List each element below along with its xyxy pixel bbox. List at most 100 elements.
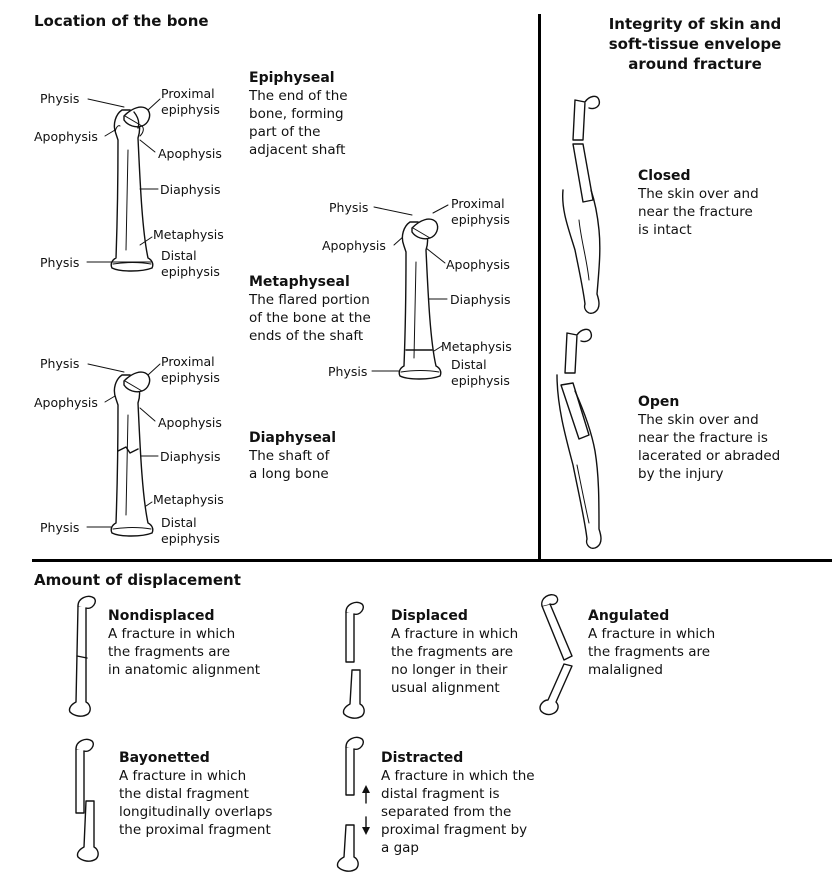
bone3-distal-epiphysis-label: epiphysis (161, 531, 220, 546)
bone1-distal-epiphysis-label: epiphysis (161, 264, 220, 279)
distracted-title: Distracted (381, 750, 464, 766)
nondisplaced-line: the fragments are (108, 644, 231, 660)
displaced-title: Displaced (391, 608, 468, 624)
epiphyseal-line: adjacent shaft (249, 142, 346, 158)
displaced-line: no longer in their (391, 662, 508, 678)
closed-line: is intact (638, 222, 692, 238)
distracted-line: A fracture in which the (381, 768, 535, 784)
bone2-diaphysis-label: Diaphysis (450, 292, 511, 307)
bone2-apophysis-left-label: Apophysis (322, 238, 386, 253)
bone1-apophysis-left-label: Apophysis (34, 129, 98, 144)
bone2-physis-distal-label: Physis (328, 364, 368, 379)
closed-fracture-leg-illustration (561, 95, 601, 314)
closed-line: The skin over and (638, 186, 759, 202)
open-fracture-leg-illustration (556, 328, 602, 549)
displaced-block: Displaced A fracture in which the fragme… (391, 607, 518, 697)
closed-block: Closed The skin over and near the fractu… (638, 167, 759, 239)
closed-title: Closed (638, 168, 691, 184)
bayonetted-title: Bayonetted (119, 750, 210, 766)
open-line: by the injury (638, 466, 724, 482)
diaphyseal-line: The shaft of (249, 448, 330, 464)
bone3-apophysis-right-label: Apophysis (158, 415, 222, 430)
open-title: Open (638, 394, 680, 410)
metaphyseal-title: Metaphyseal (249, 274, 350, 290)
angulated-line: A fracture in which (588, 626, 716, 642)
open-line: The skin over and (638, 412, 759, 428)
diaphyseal-block: Diaphyseal The shaft of a long bone (249, 429, 336, 483)
open-block: Open The skin over and near the fracture… (638, 393, 780, 483)
bone2-distal-epiphysis-label: epiphysis (451, 373, 510, 388)
nondisplaced-line: A fracture in which (108, 626, 236, 642)
distracted-block: Distracted A fracture in which the dista… (381, 749, 535, 857)
bayonetted-line: A fracture in which (119, 768, 247, 784)
bone1-proximal-label: Proximal (161, 86, 215, 101)
integrity-heading-line: Integrity of skin and (608, 15, 782, 33)
bayonetted-line: the proximal fragment (119, 822, 271, 838)
bone1-metaphysis-label: Metaphysis (153, 227, 224, 242)
angulated-block: Angulated A fracture in which the fragme… (588, 607, 715, 679)
bone2-distal-label: Distal (451, 357, 487, 372)
angulated-line: malaligned (588, 662, 663, 678)
bayonetted-line: longitudinally overlaps (119, 804, 273, 820)
bone3-distal-label: Distal (161, 515, 197, 530)
diaphyseal-title: Diaphyseal (249, 430, 337, 446)
bone1-distal-label: Distal (161, 248, 197, 263)
metaphyseal-line: ends of the shaft (249, 328, 364, 344)
bone3-proximal-label: Proximal (161, 354, 215, 369)
nondisplaced-line: in anatomic alignment (108, 662, 261, 678)
integrity-heading-line: around fracture (628, 55, 762, 73)
bone2-metaphysis-label: Metaphysis (441, 339, 512, 354)
displaced-line: the fragments are (391, 644, 514, 660)
bone1-diaphysis-label: Diaphysis (160, 182, 221, 197)
bone3-apophysis-left-label: Apophysis (34, 395, 98, 410)
displaced-line: A fracture in which (391, 626, 519, 642)
bone3-metaphysis-label: Metaphysis (153, 492, 224, 507)
open-line: lacerated or abraded (638, 448, 781, 464)
vertical-divider (538, 14, 541, 560)
bone2-apophysis-right-label: Apophysis (446, 257, 510, 272)
distracted-line: a gap (381, 840, 419, 856)
bone2-physis-label: Physis (329, 200, 369, 215)
epiphyseal-block: Epiphyseal The end of the bone, forming … (249, 69, 348, 159)
femur-epiphyseal-illustration (110, 106, 154, 272)
metaphyseal-line: The flared portion (249, 292, 370, 308)
bone1-physis-label: Physis (40, 91, 80, 106)
distracted-line: proximal fragment by (381, 822, 528, 838)
bone1-epiphysis-label: epiphysis (161, 102, 220, 117)
bone3-diaphysis-label: Diaphysis (160, 449, 221, 464)
angulated-title: Angulated (588, 608, 670, 624)
distracted-line: separated from the (381, 804, 512, 820)
bone3-epiphysis-label: epiphysis (161, 370, 220, 385)
integrity-heading-line: soft-tissue envelope (608, 35, 782, 53)
bayonetted-line: the distal fragment (119, 786, 249, 802)
epiphyseal-line: The end of the (249, 88, 348, 104)
bayonetted-bone-illustration (75, 738, 99, 862)
distracted-bone-illustration (336, 736, 370, 872)
epiphyseal-title: Epiphyseal (249, 70, 335, 86)
bone3-physis-label: Physis (40, 356, 80, 371)
displaced-line: usual alignment (391, 680, 500, 696)
nondisplaced-bone-illustration (68, 595, 96, 717)
location-heading: Location of the bone (34, 12, 209, 30)
distracted-line: distal fragment is (381, 786, 500, 802)
epiphyseal-line: bone, forming (249, 106, 344, 122)
closed-line: near the fracture (638, 204, 753, 220)
integrity-heading: Integrity of skin and soft-tissue envelo… (568, 14, 822, 74)
metaphyseal-block: Metaphyseal The flared portion of the bo… (249, 273, 371, 345)
angulated-bone-illustration (539, 594, 573, 716)
open-line: near the fracture is (638, 430, 768, 446)
nondisplaced-block: Nondisplaced A fracture in which the fra… (108, 607, 260, 679)
femur-metaphyseal-illustration (398, 218, 442, 380)
displaced-bone-illustration (342, 601, 365, 719)
bayonetted-block: Bayonetted A fracture in which the dista… (119, 749, 272, 839)
bone2-epiphysis-label: epiphysis (451, 212, 510, 227)
bone1-physis-distal-label: Physis (40, 255, 80, 270)
epiphyseal-line: part of the (249, 124, 321, 140)
metaphyseal-line: of the bone at the (249, 310, 371, 326)
bone2-proximal-label: Proximal (451, 196, 505, 211)
bone1-apophysis-right-label: Apophysis (158, 146, 222, 161)
angulated-line: the fragments are (588, 644, 711, 660)
displacement-heading: Amount of displacement (34, 571, 241, 589)
